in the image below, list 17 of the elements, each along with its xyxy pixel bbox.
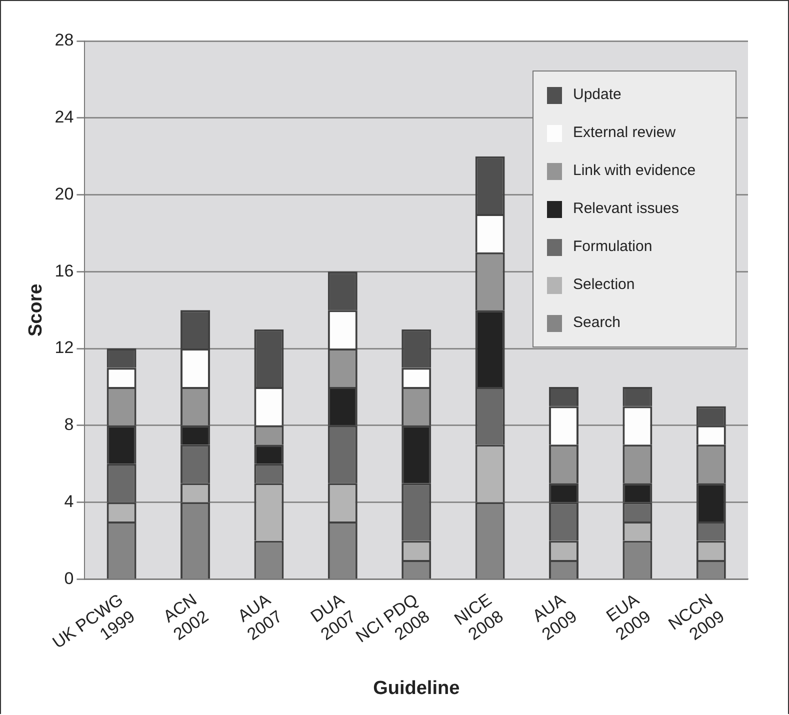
- x-axis-title: Guideline: [373, 678, 460, 699]
- legend-label: Relevant issues: [573, 200, 679, 218]
- y-axis-title: Score: [26, 284, 47, 336]
- y-tick-label: 16: [54, 261, 74, 280]
- legend-label: Selection: [573, 276, 635, 294]
- y-tick-label: 28: [54, 30, 74, 50]
- legend-label: Search: [573, 314, 621, 332]
- legend-label: Update: [573, 86, 622, 104]
- legend-label: External review: [573, 124, 676, 142]
- legend-label: Formulation: [573, 238, 652, 256]
- y-tick-label: 0: [64, 568, 74, 588]
- legend-label: Link with evidence: [573, 162, 696, 180]
- y-tick-label: 8: [64, 415, 74, 434]
- y-tick-label: 4: [64, 492, 74, 511]
- y-tick-label: 12: [54, 338, 74, 358]
- y-tick-label: 24: [54, 108, 74, 127]
- y-tick-label: 20: [54, 184, 74, 204]
